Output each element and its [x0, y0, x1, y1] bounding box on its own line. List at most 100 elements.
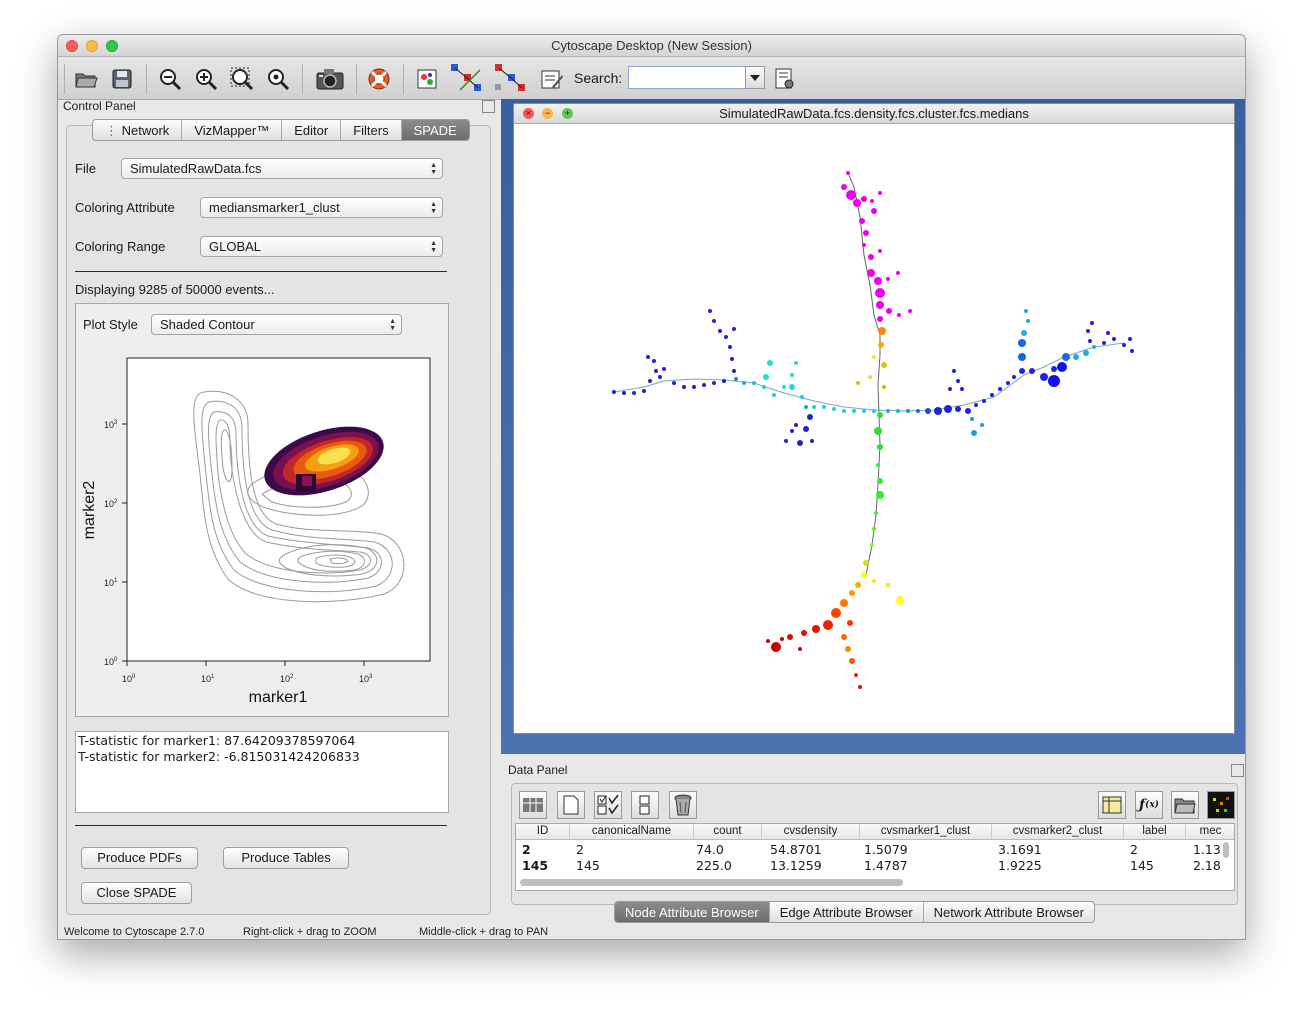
- edit-icon[interactable]: [539, 66, 565, 92]
- toolbar-separator: [146, 64, 147, 94]
- column-header-label[interactable]: label: [1124, 824, 1186, 840]
- cell-canonicalname[interactable]: 145: [576, 858, 600, 873]
- close-spade-button[interactable]: Close SPADE: [81, 882, 192, 904]
- divider: [75, 271, 447, 272]
- cell-cvsmarker2-clust[interactable]: 1.9225: [998, 858, 1042, 873]
- cell-cvsdensity[interactable]: 13.1259: [770, 858, 822, 873]
- column-header-canonicalname[interactable]: canonicalName: [570, 824, 694, 840]
- cell-mec[interactable]: 2.18: [1193, 858, 1221, 873]
- cell-canonicalname[interactable]: 2: [576, 842, 584, 857]
- cell-cvsmarker1-clust[interactable]: 1.4787: [864, 858, 908, 873]
- cell-id[interactable]: 145: [522, 858, 549, 873]
- column-header-cvsdensity[interactable]: cvsdensity: [762, 824, 860, 840]
- camera-icon[interactable]: [314, 66, 346, 92]
- x-tick-label-0: 100: [122, 674, 136, 684]
- file-label: File: [75, 161, 96, 176]
- cell-mec[interactable]: 1.13: [1193, 842, 1221, 857]
- main-window: Cytoscape Desktop (New Session): [57, 34, 1246, 940]
- column-header-mec[interactable]: mec: [1186, 824, 1234, 840]
- zoom-in-icon[interactable]: [193, 66, 219, 92]
- file-select[interactable]: SimulatedRawData.fcs ▲ ▼: [121, 158, 443, 179]
- float-panel-icon[interactable]: [1231, 764, 1244, 777]
- select-all-icon[interactable]: [594, 791, 622, 819]
- help-lifebuoy-icon[interactable]: [366, 66, 392, 92]
- tab-editor[interactable]: Editor: [282, 120, 342, 140]
- cell-cvsdensity[interactable]: 54.8701: [770, 842, 822, 857]
- toolbar: Search:: [58, 58, 1245, 100]
- save-icon[interactable]: [109, 66, 135, 92]
- close-window-button[interactable]: [66, 40, 78, 52]
- zoom-selected-icon[interactable]: [265, 66, 291, 92]
- search-options-icon[interactable]: [772, 66, 798, 92]
- tab-vizmapper[interactable]: VizMapper™: [182, 120, 283, 140]
- cell-count[interactable]: 225.0: [696, 858, 732, 873]
- function-fx-icon[interactable]: ƒ (x): [1135, 791, 1163, 819]
- produce-pdfs-button[interactable]: Produce PDFs: [81, 847, 198, 869]
- t-statistic-output: T-statistic for marker1: 87.642093785970…: [75, 731, 449, 813]
- network-view-titlebar: × − + SimulatedRawData.fcs.density.fcs.c…: [514, 104, 1234, 124]
- tab-filters[interactable]: Filters: [341, 120, 402, 140]
- maximize-icon[interactable]: +: [562, 108, 573, 119]
- select-attributes-icon[interactable]: [519, 791, 547, 819]
- t-statistic-line: T-statistic for marker2: -6.815031424206…: [78, 749, 360, 764]
- network-graph[interactable]: [514, 125, 1234, 733]
- tab-spade[interactable]: SPADE: [401, 120, 469, 140]
- cell-id[interactable]: 2: [522, 842, 531, 857]
- deselect-all-icon[interactable]: [631, 791, 659, 819]
- x-tick-label-1: 101: [201, 674, 215, 684]
- tab-node-attribute-browser[interactable]: Node Attribute Browser: [615, 902, 770, 922]
- close-icon[interactable]: ×: [523, 108, 534, 119]
- plot-area: [126, 357, 431, 662]
- search-dropdown-button[interactable]: [745, 66, 765, 89]
- contour-lines: [193, 390, 405, 603]
- minimize-icon[interactable]: −: [542, 108, 553, 119]
- attribute-browser-tabs: Node Attribute Browser Edge Attribute Br…: [614, 901, 1095, 923]
- tab-edge-attribute-browser[interactable]: Edge Attribute Browser: [770, 902, 924, 922]
- search-input[interactable]: [628, 66, 746, 89]
- cell-cvsmarker1-clust[interactable]: 1.5079: [864, 842, 908, 857]
- cell-cvsmarker2-clust[interactable]: 3.1691: [998, 842, 1042, 857]
- import-folder-icon[interactable]: [1171, 791, 1199, 819]
- zoom-out-icon[interactable]: [157, 66, 183, 92]
- tab-network[interactable]: ⋮ Network: [93, 120, 183, 140]
- column-header-cvsmarker2-clust[interactable]: cvsmarker2_clust: [992, 824, 1124, 840]
- y-tick-label-0: 100: [104, 657, 118, 667]
- divider: [75, 825, 447, 826]
- plot-style-label: Plot Style: [83, 317, 138, 332]
- plot-frame: Plot Style Shaded Contour ▲ ▼: [75, 303, 449, 717]
- file-select-value: SimulatedRawData.fcs: [130, 161, 262, 176]
- horizontal-scrollbar[interactable]: [520, 879, 903, 886]
- column-header-id[interactable]: ID: [516, 824, 570, 840]
- cell-label[interactable]: 145: [1130, 858, 1154, 873]
- zoom-fit-icon[interactable]: [229, 66, 255, 92]
- coloring-range-select[interactable]: GLOBAL ▲ ▼: [200, 236, 443, 257]
- produce-tables-button[interactable]: Produce Tables: [223, 847, 349, 869]
- tab-network-attribute-browser[interactable]: Network Attribute Browser: [933, 905, 1084, 920]
- trash-icon[interactable]: [669, 791, 697, 819]
- column-header-cvsmarker1-clust[interactable]: cvsmarker1_clust: [860, 824, 992, 840]
- float-panel-icon[interactable]: [482, 100, 495, 113]
- open-folder-icon[interactable]: [73, 66, 99, 92]
- network-view-window: × − + SimulatedRawData.fcs.density.fcs.c…: [513, 103, 1235, 734]
- maximize-window-button[interactable]: [106, 40, 118, 52]
- vertical-scrollbar[interactable]: [1223, 842, 1229, 858]
- cell-label[interactable]: 2: [1130, 842, 1138, 857]
- heatmap-icon[interactable]: [1207, 791, 1235, 819]
- attribute-table-icon[interactable]: [1098, 791, 1126, 819]
- minimize-window-button[interactable]: [86, 40, 98, 52]
- attribute-layout-icon[interactable]: [414, 66, 440, 92]
- plot-style-select[interactable]: Shaded Contour ▲ ▼: [151, 314, 402, 335]
- coloring-attribute-select[interactable]: mediansmarker1_clust ▲ ▼: [200, 197, 443, 218]
- select-arrows-icon: ▲ ▼: [430, 201, 437, 215]
- column-header-count[interactable]: count: [694, 824, 762, 840]
- displaying-events-text: Displaying 9285 of 50000 events...: [75, 282, 275, 297]
- control-panel-tabs: ⋮ Network VizMapper™ Editor Filters SPAD…: [92, 119, 470, 141]
- title-bar: Cytoscape Desktop (New Session): [58, 35, 1245, 57]
- network-layout-icon[interactable]: [494, 62, 528, 94]
- new-attribute-icon[interactable]: [557, 791, 585, 819]
- select-arrows-icon: ▲ ▼: [430, 162, 437, 176]
- cell-count[interactable]: 74.0: [696, 842, 724, 857]
- network-select-icon[interactable]: [450, 62, 484, 94]
- toolbar-separator: [356, 64, 357, 94]
- y-tick-label-3: 103: [104, 420, 118, 430]
